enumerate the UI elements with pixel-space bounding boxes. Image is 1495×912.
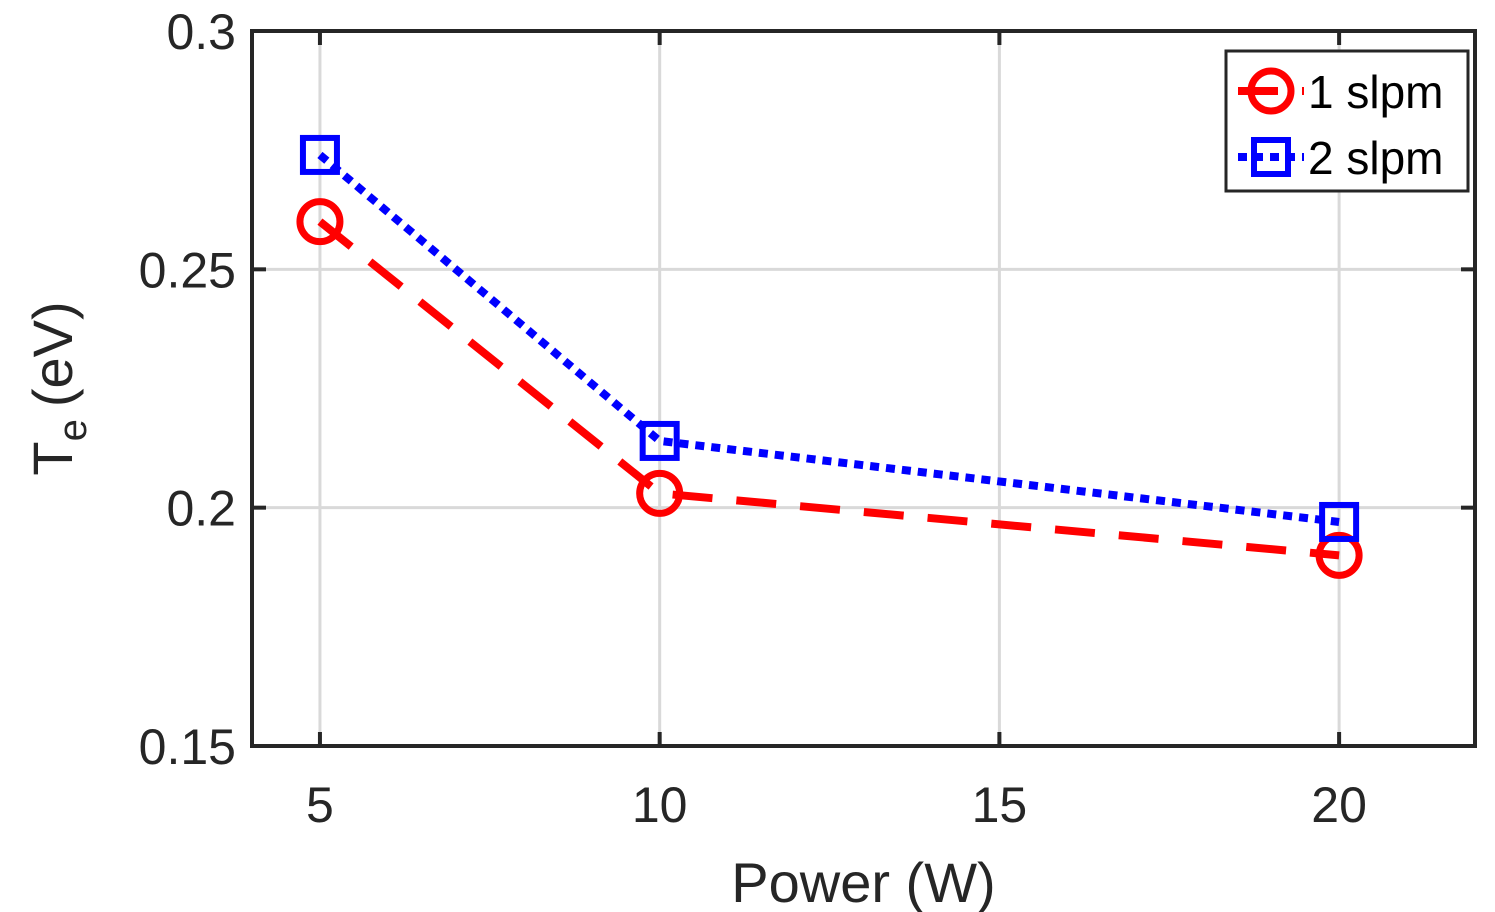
y-axis-label-unit: (eV) xyxy=(21,301,84,407)
series-1-line xyxy=(317,218,1340,560)
plot-frame xyxy=(250,29,1477,748)
y-axis-label-subscript: e xyxy=(51,419,95,441)
legend-label-1: 1 slpm xyxy=(1308,66,1443,118)
legend-label-2: 2 slpm xyxy=(1308,132,1443,184)
series-2 xyxy=(299,134,1360,542)
tick-labels: 5 10 15 20 0.15 0.2 0.25 0.3 xyxy=(139,4,1367,833)
legend-marker-2 xyxy=(1251,137,1291,177)
series-2-point xyxy=(299,134,340,175)
x-tick-label: 15 xyxy=(972,777,1028,833)
legend: 1 slpm 2 slpm xyxy=(1224,49,1470,193)
series-layer xyxy=(296,134,1363,579)
y-axis-label-main: T xyxy=(21,441,84,475)
y-tick-label: 0.15 xyxy=(139,719,236,775)
y-axis-label: Te (eV) xyxy=(21,301,95,475)
legend-marker-1 xyxy=(1247,67,1295,115)
series-1-point xyxy=(296,198,344,246)
series-1-point xyxy=(636,469,684,517)
series-1-point xyxy=(1315,531,1363,579)
ticks xyxy=(252,29,1475,748)
series-2-point xyxy=(1319,501,1360,542)
x-axis-label: Power (W) xyxy=(731,851,995,912)
series-2-point xyxy=(639,420,680,461)
series-1 xyxy=(296,198,1363,579)
x-tick-label: 10 xyxy=(632,777,688,833)
x-tick-label: 20 xyxy=(1311,777,1367,833)
series-2-line xyxy=(317,151,1340,526)
x-tick-label: 5 xyxy=(306,777,334,833)
y-tick-label: 0.3 xyxy=(166,4,236,60)
y-tick-label: 0.25 xyxy=(139,242,236,298)
y-tick-label: 0.2 xyxy=(166,481,236,537)
